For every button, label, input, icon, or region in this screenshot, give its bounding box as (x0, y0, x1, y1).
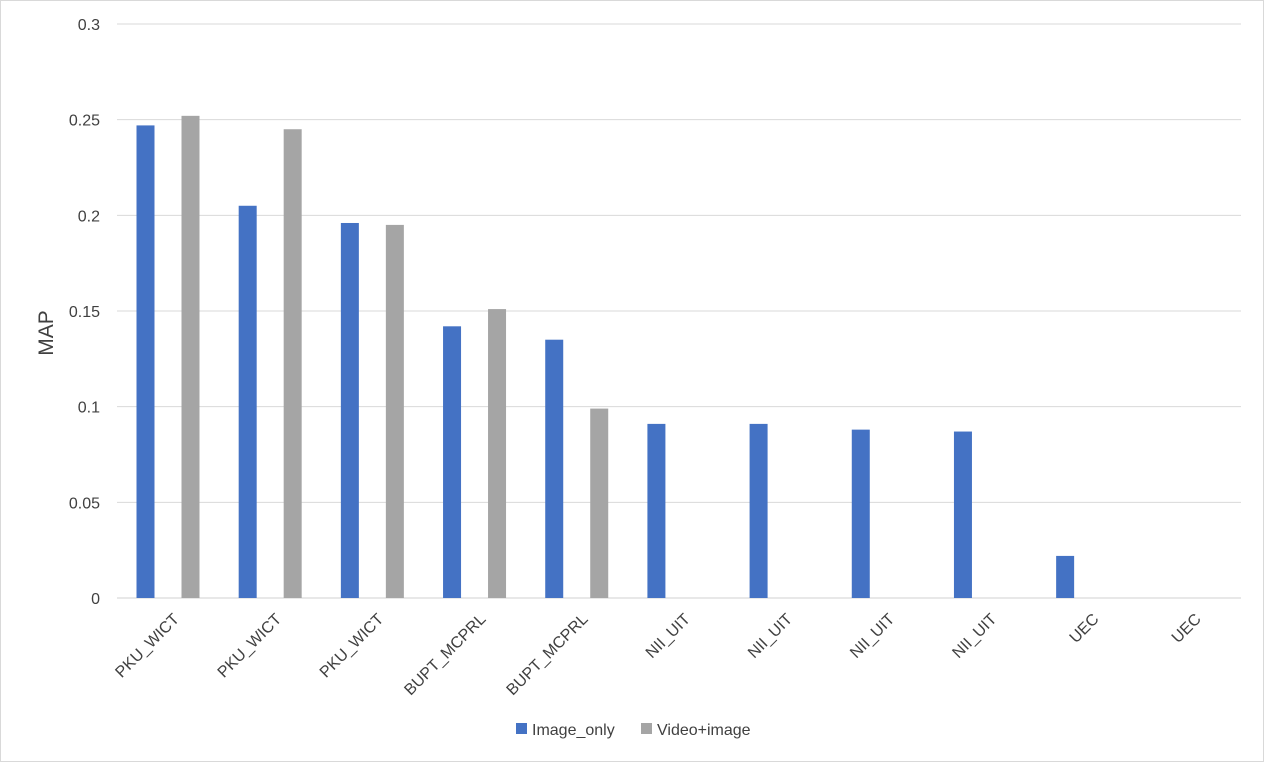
y-tick-label: 0.1 (78, 400, 100, 417)
legend: Image_only Video+image (516, 722, 751, 739)
x-tick-label: PKU_WICT (317, 611, 388, 682)
x-tick-label: UEC (1067, 611, 1103, 647)
legend-label-image-only: Image_only (532, 722, 615, 739)
bar-video-image (488, 309, 507, 598)
bar-image-only (647, 423, 666, 598)
y-tick-label: 0.15 (69, 304, 100, 321)
bar-image-only (545, 339, 564, 598)
legend-swatch-video-image (641, 723, 652, 734)
y-tick-label: 0.25 (69, 113, 100, 130)
legend-label-video-image: Video+image (657, 722, 751, 739)
x-tick-label: NII_UIT (745, 611, 796, 662)
bar-image-only (238, 205, 257, 598)
x-tick-label: NII_UIT (643, 611, 694, 662)
bar-video-image (590, 408, 609, 598)
x-tick-label: BUPT_MCPRL (401, 611, 489, 699)
bar-image-only (953, 431, 972, 598)
x-tick-label: NII_UIT (949, 611, 1000, 662)
y-tick-label: 0.3 (78, 17, 100, 34)
bar-image-only (340, 222, 359, 598)
gridlines (117, 23, 1241, 599)
x-tick-labels: PKU_WICT PKU_WICT PKU_WICT BUPT_MCPRL BUPT_M… (112, 611, 1204, 699)
x-tick-label: UEC (1169, 611, 1205, 647)
y-axis-label: MAP (35, 310, 58, 356)
bars (136, 115, 1075, 598)
bar-image-only (749, 423, 768, 598)
y-tick-label: 0.2 (78, 208, 100, 225)
bar-video-image (283, 129, 302, 598)
y-tick-labels: 0 0.05 0.1 0.15 0.2 0.25 0.3 (69, 17, 100, 608)
x-tick-label: PKU_WICT (112, 611, 183, 682)
y-tick-label: 0.05 (69, 495, 100, 512)
x-tick-label: PKU_WICT (215, 611, 286, 682)
bar-video-image (181, 115, 200, 598)
x-tick-label: BUPT_MCPRL (504, 611, 592, 699)
bar-video-image (385, 224, 404, 598)
bar-image-only (443, 326, 462, 598)
legend-swatch-image-only (516, 723, 527, 734)
y-tick-label: 0 (91, 591, 100, 608)
bar-image-only (136, 125, 155, 598)
bar-image-only (1056, 555, 1075, 598)
bar-image-only (851, 429, 870, 598)
x-tick-label: NII_UIT (847, 611, 898, 662)
